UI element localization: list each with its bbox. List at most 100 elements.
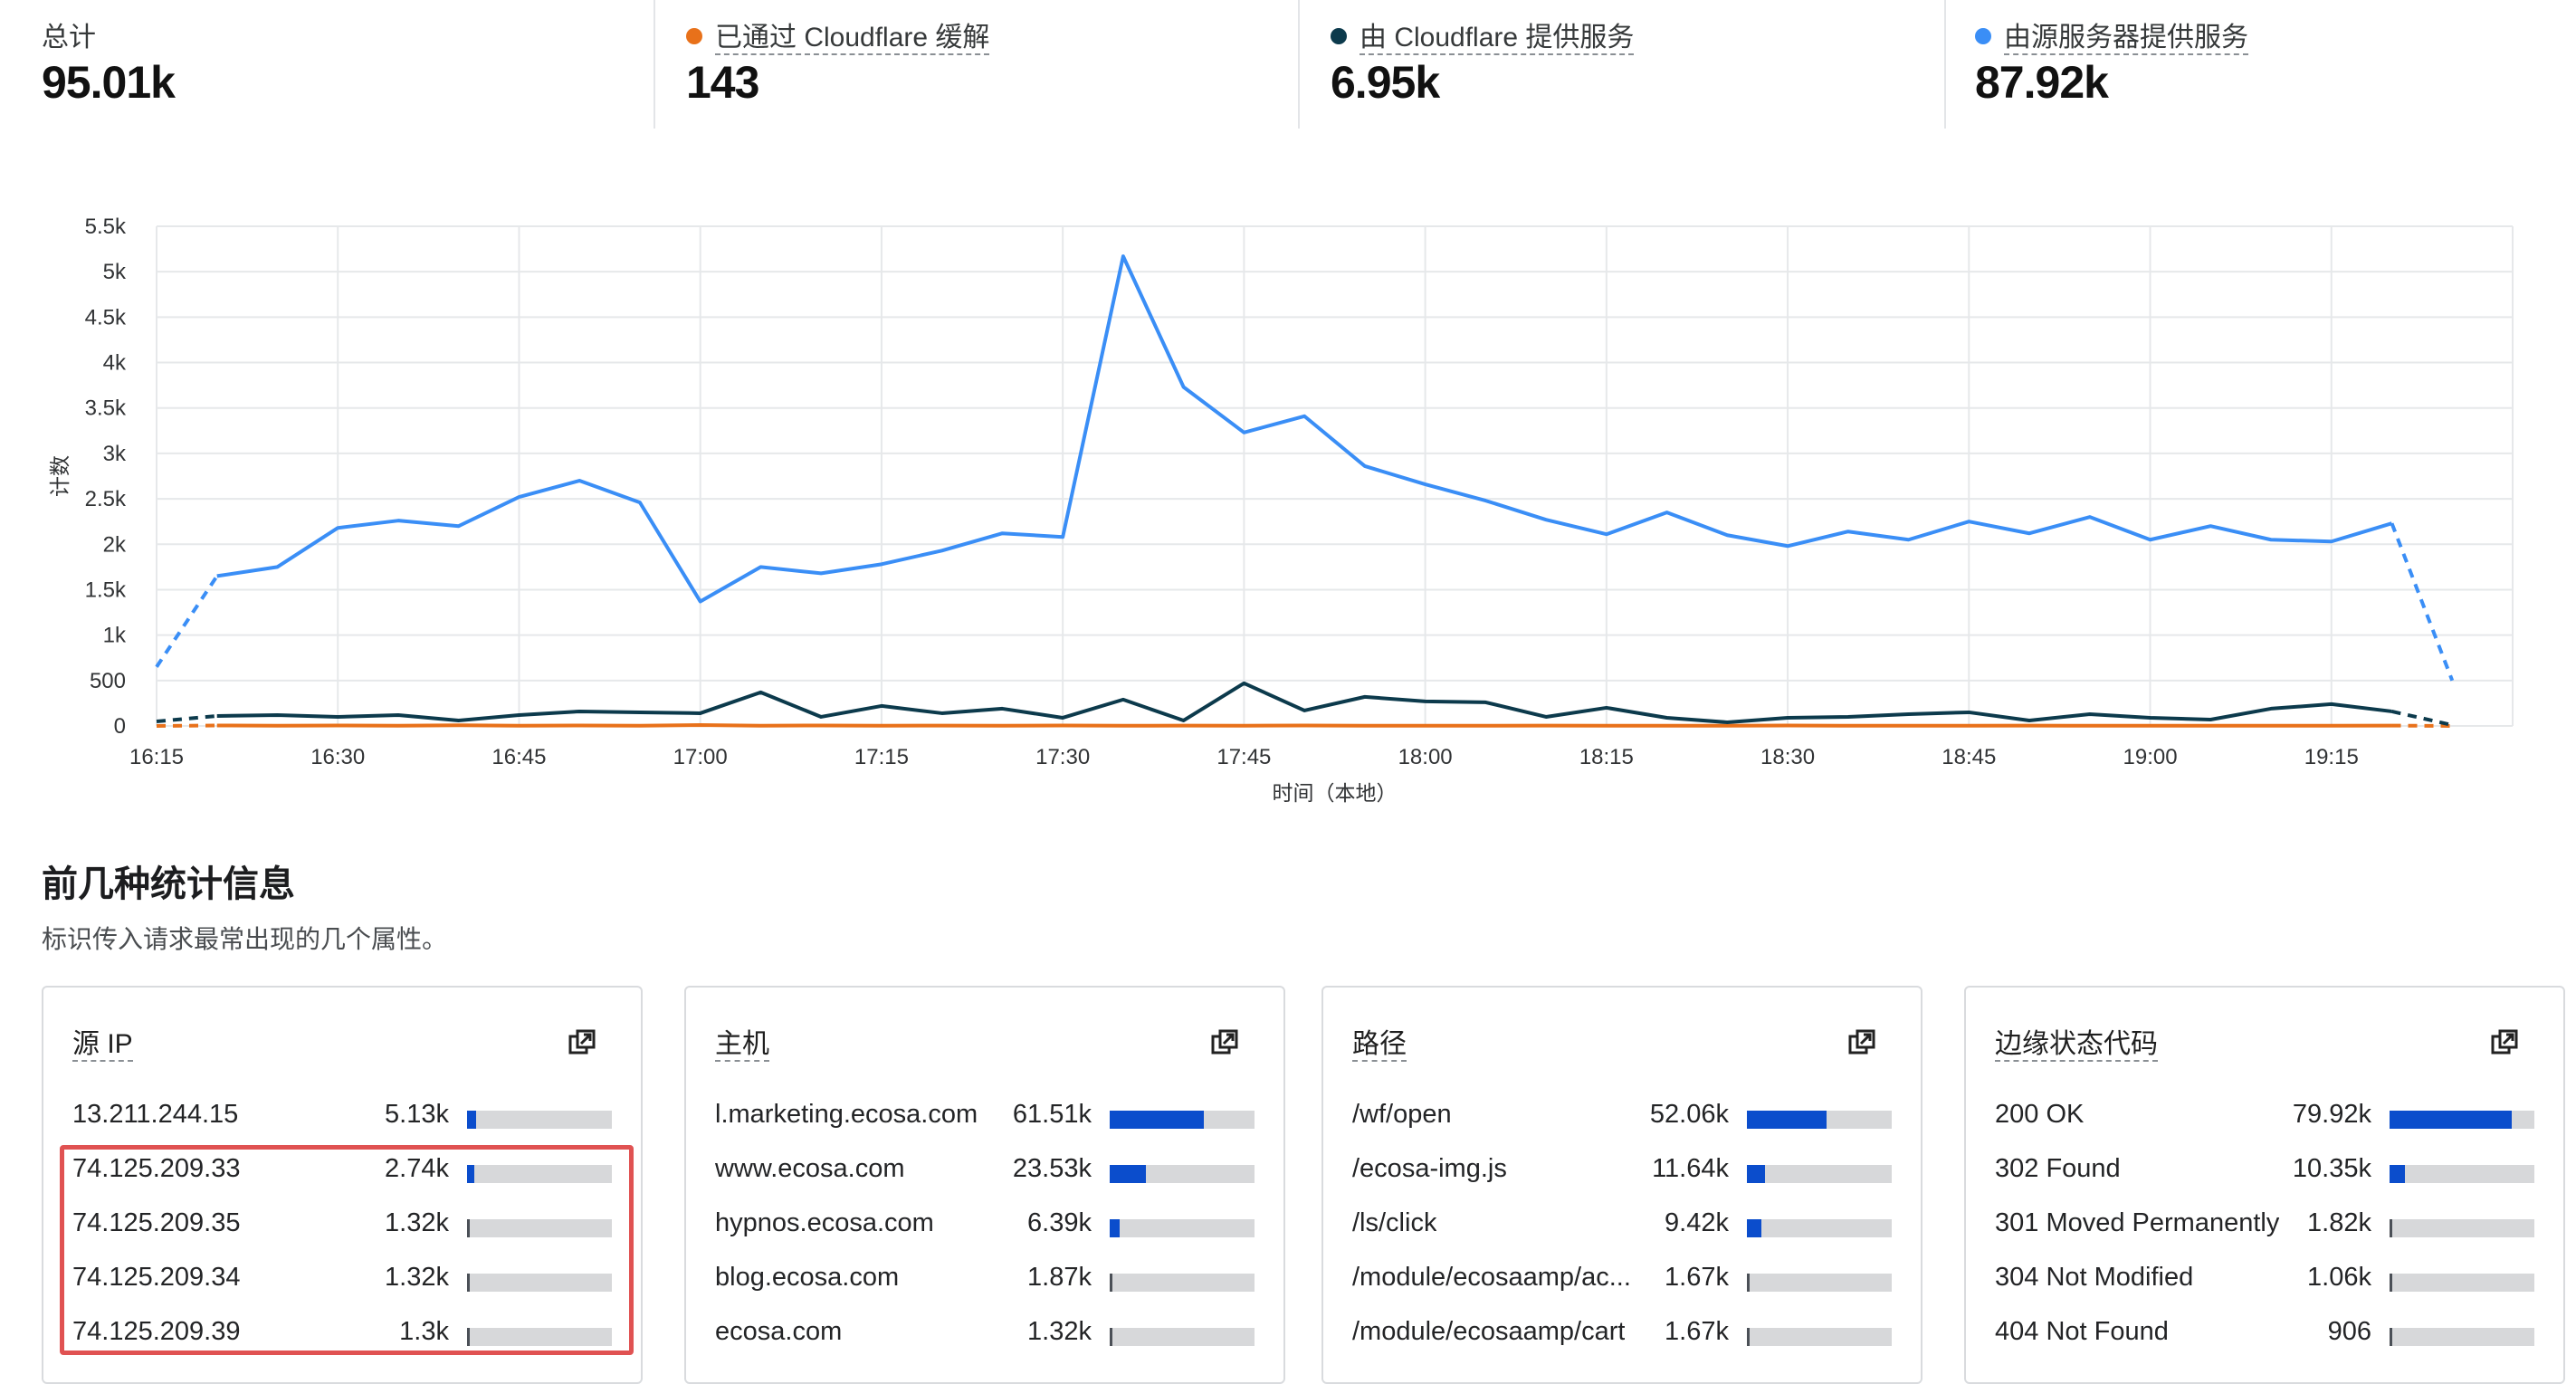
- row-label: /module/ecosaamp/ac...: [1352, 1263, 1631, 1293]
- y-tick-label: 5k: [103, 260, 127, 284]
- row-bar: [1110, 1274, 1255, 1292]
- row-value: 1.32k: [1027, 1317, 1092, 1347]
- row-bar-fill: [467, 1219, 470, 1237]
- row-bar: [1110, 1328, 1255, 1346]
- legend-dot-icon: [1331, 28, 1347, 44]
- divider: [1298, 0, 1300, 129]
- row-label: 74.125.209.34: [72, 1263, 240, 1293]
- stat-cached-label[interactable]: 已通过 Cloudflare 缓解: [715, 23, 989, 55]
- analytics-page: 总计 95.01k 已通过 Cloudflare 缓解 143 由 Cloudf…: [0, 0, 2576, 1352]
- series-line-segment: [217, 683, 2392, 722]
- card-title[interactable]: 路径: [1352, 1029, 1407, 1062]
- series-line[interactable]: [157, 256, 2452, 681]
- row-bar: [2390, 1219, 2534, 1237]
- card-title[interactable]: 源 IP: [72, 1029, 133, 1062]
- y-tick-label: 1.5k: [85, 577, 127, 602]
- stat-total-label: 总计: [42, 23, 96, 52]
- row-label: 74.125.209.33: [72, 1154, 240, 1184]
- row-label: 302 Found: [1995, 1154, 2121, 1184]
- x-tick-label: 18:00: [1398, 745, 1453, 769]
- row-bar: [467, 1111, 612, 1129]
- row-value: 1.32k: [385, 1263, 449, 1293]
- y-tick-label: 500: [90, 669, 126, 693]
- row-value: 9.42k: [1665, 1208, 1729, 1238]
- row-bar: [1110, 1111, 1255, 1129]
- row-bar-fill: [2390, 1328, 2392, 1346]
- section-title: 前几种统计信息: [42, 854, 295, 907]
- row-bar-fill: [1110, 1219, 1120, 1237]
- row-bar: [2390, 1274, 2534, 1292]
- row-label: hypnos.ecosa.com: [715, 1208, 934, 1238]
- expand-icon[interactable]: [567, 1027, 597, 1058]
- card-row[interactable]: /module/ecosaamp/ac...1.67k: [1352, 1252, 1892, 1306]
- row-bar-fill: [467, 1328, 470, 1346]
- stat-cached-value: 143: [686, 56, 758, 109]
- x-tick-label: 17:15: [854, 745, 909, 769]
- card-row[interactable]: 74.125.209.34 1.32k: [72, 1252, 612, 1306]
- y-axis-title: 计数: [48, 455, 72, 497]
- row-bar: [467, 1328, 612, 1346]
- series-line[interactable]: [157, 683, 2452, 725]
- row-bar: [2390, 1328, 2534, 1346]
- x-tick-label: 18:45: [1942, 745, 1996, 769]
- row-bar-fill: [1747, 1219, 1761, 1237]
- x-tick-label: 18:15: [1579, 745, 1634, 769]
- series-line[interactable]: [157, 725, 2452, 726]
- row-bar: [2390, 1165, 2534, 1183]
- expand-icon[interactable]: [2489, 1027, 2520, 1058]
- row-label: l.marketing.ecosa.com: [715, 1100, 978, 1130]
- series-line-partial: [2392, 711, 2453, 725]
- row-bar: [467, 1219, 612, 1237]
- y-tick-label: 2.5k: [85, 487, 127, 511]
- card-title[interactable]: 主机: [715, 1029, 769, 1062]
- card-title[interactable]: 边缘状态代码: [1995, 1029, 2158, 1062]
- x-tick-label: 17:30: [1035, 745, 1090, 769]
- row-value: 1.06k: [2307, 1263, 2371, 1293]
- series-line-partial: [157, 716, 217, 721]
- row-value: 23.53k: [1013, 1154, 1092, 1184]
- stat-served-cloudflare-label[interactable]: 由 Cloudflare 提供服务: [1360, 23, 1634, 55]
- series-line-segment: [217, 725, 2392, 726]
- row-bar: [2390, 1111, 2534, 1129]
- y-tick-label: 4.5k: [85, 305, 127, 329]
- row-label: 74.125.209.35: [72, 1208, 240, 1238]
- row-label: 301 Moved Permanently: [1995, 1208, 2279, 1238]
- row-bar-fill: [2390, 1111, 2512, 1129]
- stat-served-origin-label[interactable]: 由源服务器提供服务: [2004, 23, 2248, 55]
- expand-icon[interactable]: [1209, 1027, 1240, 1058]
- row-bar: [1110, 1219, 1255, 1237]
- row-bar: [1747, 1274, 1892, 1292]
- x-tick-label: 17:00: [673, 745, 728, 769]
- stat-total-value: 95.01k: [42, 56, 175, 109]
- divider: [654, 0, 655, 129]
- row-bar-fill: [2390, 1219, 2392, 1237]
- row-label: 74.125.209.39: [72, 1317, 240, 1347]
- row-bar-fill: [2390, 1165, 2405, 1183]
- expand-icon[interactable]: [1846, 1027, 1877, 1058]
- row-bar-fill: [1747, 1274, 1750, 1292]
- row-value: 11.64k: [1652, 1154, 1729, 1184]
- row-bar: [1747, 1219, 1892, 1237]
